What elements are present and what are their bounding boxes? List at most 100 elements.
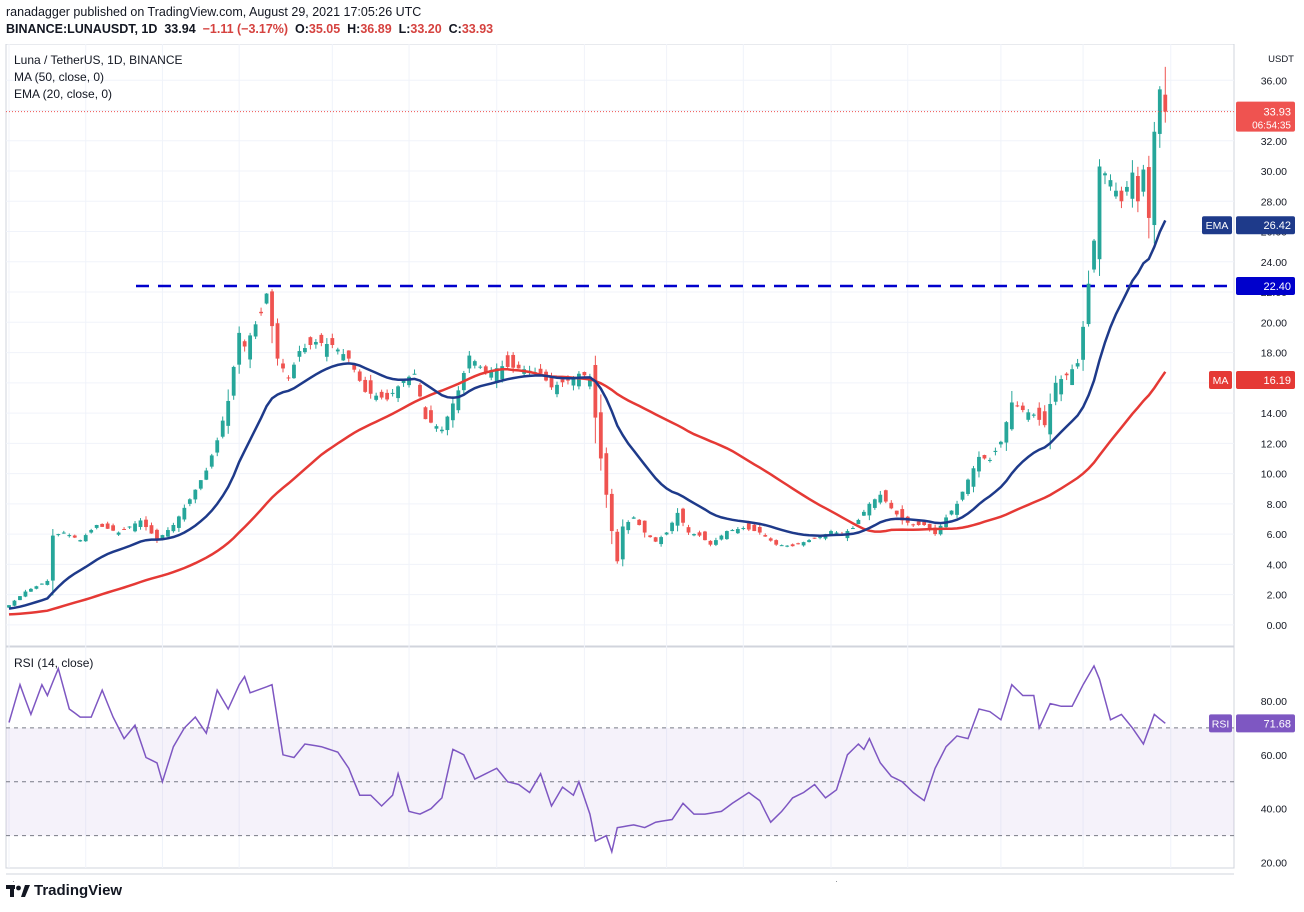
rsi-legend[interactable]: RSI (14, close) xyxy=(14,656,94,670)
candle-body xyxy=(555,384,559,395)
candle-body xyxy=(61,532,66,534)
last-value: 33.94 xyxy=(164,22,196,36)
candle-body xyxy=(187,499,192,504)
candle-body xyxy=(620,526,625,560)
candle-body xyxy=(577,373,581,387)
candle-body xyxy=(829,531,833,535)
candle-body xyxy=(642,520,647,533)
candle-body xyxy=(133,523,137,532)
rsi-value-badge-bg xyxy=(1236,714,1295,733)
candle-body xyxy=(664,532,669,535)
candle-body xyxy=(363,379,368,392)
candle-body xyxy=(489,370,494,378)
candle-body xyxy=(341,354,346,361)
price-tick-label: 32.00 xyxy=(1261,136,1287,148)
tradingview-logo-icon xyxy=(6,884,30,897)
candle-body xyxy=(346,350,351,359)
candle-body xyxy=(681,508,685,523)
candle-body xyxy=(29,588,33,592)
rsi-tick-label: 60.00 xyxy=(1261,750,1287,762)
candle-body xyxy=(1004,422,1009,443)
time-tick-label: 15 xyxy=(902,880,914,882)
candle-body xyxy=(1157,89,1162,134)
candle-body xyxy=(834,532,839,534)
candle-body xyxy=(204,470,209,480)
candle-body xyxy=(494,368,499,383)
candle-body xyxy=(582,371,587,376)
time-tick-label: Mar xyxy=(153,880,172,882)
candle-body xyxy=(686,527,691,533)
price-chart[interactable]: 0.002.004.006.008.0010.0012.0014.0016.00… xyxy=(0,44,1304,882)
candle-body xyxy=(1064,373,1069,376)
rsi-tag-bg xyxy=(1209,714,1232,733)
ma50-line xyxy=(8,368,1167,616)
candle-body xyxy=(851,528,855,530)
candle-body xyxy=(949,510,954,515)
candle-body xyxy=(1081,326,1085,360)
candle-body xyxy=(374,395,379,400)
brand-name: TradingView xyxy=(34,882,123,899)
ma-value-badge-bg xyxy=(1236,370,1295,389)
candle-body xyxy=(922,521,927,525)
candle-body xyxy=(83,535,88,542)
candle-body xyxy=(122,528,126,530)
candle-body xyxy=(511,354,516,368)
ema-tag-bg xyxy=(1202,216,1232,235)
candle-body xyxy=(631,517,636,519)
rsi-tag: RSI xyxy=(1212,718,1230,730)
close-label: C: xyxy=(448,22,462,36)
candle-body xyxy=(818,537,822,539)
candle-body xyxy=(264,293,269,304)
candle-body xyxy=(1103,173,1107,176)
candle-body xyxy=(714,540,718,545)
candle-body xyxy=(56,534,61,536)
candle-body xyxy=(220,420,225,437)
candle-body xyxy=(281,363,285,369)
candle-body xyxy=(18,596,22,601)
candle-body xyxy=(144,519,148,528)
candle-body xyxy=(1070,369,1075,386)
last-price-badge: 33.93 xyxy=(1263,107,1291,119)
candle-body xyxy=(401,379,406,383)
resistance-badge: 22.40 xyxy=(1263,281,1291,293)
time-tick-label: 16 xyxy=(1077,880,1089,882)
legend-ma[interactable]: MA (50, close, 0) xyxy=(14,70,105,84)
candle-body xyxy=(1086,283,1091,325)
published-line: ranadagger published on TradingView.com,… xyxy=(6,5,422,19)
candle-body xyxy=(692,534,696,536)
candle-body xyxy=(450,403,455,421)
rsi-tick-label: 40.00 xyxy=(1261,804,1287,816)
candle-body xyxy=(1119,190,1124,202)
candle-body xyxy=(171,524,176,532)
candle-body xyxy=(724,531,729,540)
resistance-badge-bg xyxy=(1236,277,1295,296)
candle-body xyxy=(670,522,674,532)
candle-body xyxy=(500,366,505,380)
candle-body xyxy=(12,600,17,606)
candle-body xyxy=(440,429,444,432)
candle-body xyxy=(319,334,324,343)
candle-body xyxy=(703,531,707,541)
chart-header: ranadagger published on TradingView.com,… xyxy=(0,0,1304,44)
candle-body xyxy=(1053,382,1058,402)
open-label: O: xyxy=(295,22,309,36)
candle-body xyxy=(286,377,291,379)
time-tick-label: Apr xyxy=(324,880,341,882)
candle-body xyxy=(1031,414,1036,416)
candle-body xyxy=(308,337,313,345)
legend-ema[interactable]: EMA (20, close, 0) xyxy=(14,87,113,101)
ema-value-badge-bg xyxy=(1236,216,1295,235)
time-tick-label: Sep xyxy=(1161,880,1180,882)
rsi-value-badge: 71.68 xyxy=(1263,718,1291,730)
price-tick-label: 10.00 xyxy=(1261,469,1287,481)
candle-body xyxy=(357,371,362,381)
candle-body xyxy=(659,537,664,545)
candle-body xyxy=(242,341,247,347)
rsi-band xyxy=(6,727,1234,836)
candle-body xyxy=(483,366,488,373)
currency-label: USDT xyxy=(1268,54,1294,65)
time-tick-label: Feb xyxy=(0,880,18,882)
candle-body xyxy=(467,355,472,369)
candle-body xyxy=(505,355,510,367)
low-label: L: xyxy=(398,22,411,36)
